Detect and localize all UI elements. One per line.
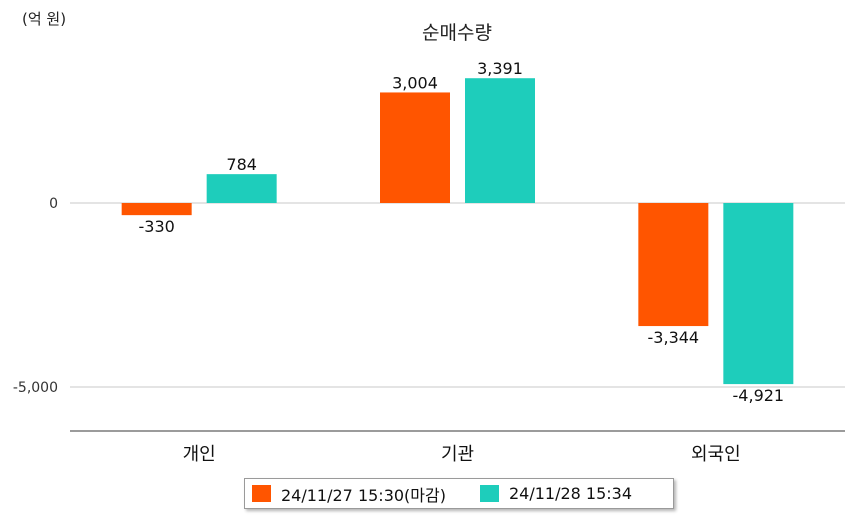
data-label-1-1: 3,391 bbox=[477, 59, 523, 78]
legend-swatch-series-2 bbox=[479, 485, 499, 502]
bar-2-1 bbox=[723, 203, 794, 385]
y-tick-label-1: -5,000 bbox=[13, 380, 58, 396]
bar-2-0 bbox=[638, 203, 709, 327]
data-label-2-0: -3,344 bbox=[648, 328, 700, 347]
data-label-0-0: -330 bbox=[139, 217, 175, 236]
legend: 24/11/27 15:30(마감) 24/11/28 15:34 bbox=[244, 478, 674, 509]
bar-1-0 bbox=[380, 92, 450, 203]
data-label-1-0: 3,004 bbox=[392, 73, 438, 92]
bar-0-0 bbox=[121, 203, 192, 216]
legend-item-series-2[interactable]: 24/11/28 15:34 bbox=[479, 484, 633, 503]
data-label-2-1: -4,921 bbox=[733, 386, 785, 405]
legend-item-series-1[interactable]: 24/11/27 15:30(마감) bbox=[252, 482, 446, 506]
x-tick-label-0: 개인 bbox=[183, 444, 216, 465]
bar-0-1 bbox=[206, 174, 277, 203]
bar-chart: 0 -5,000 -330 784 개인 3,004 3,391 기관 -3,344 -4,921… bbox=[13, 59, 845, 465]
legend-swatch-series-1 bbox=[252, 485, 271, 502]
x-tick-label-1: 기관 bbox=[441, 444, 474, 465]
data-label-0-1: 784 bbox=[226, 155, 257, 174]
legend-label-series-1: 24/11/27 15:30(마감) bbox=[281, 485, 446, 505]
chart-title: 순매수량 bbox=[422, 22, 492, 44]
y-tick-label-0: 0 bbox=[49, 196, 58, 212]
x-tick-label-2: 외국인 bbox=[691, 444, 741, 465]
legend-label-series-2: 24/11/28 15:34 bbox=[508, 484, 633, 503]
unit-label: (억 원) bbox=[22, 10, 67, 28]
bar-1-1 bbox=[465, 78, 535, 203]
